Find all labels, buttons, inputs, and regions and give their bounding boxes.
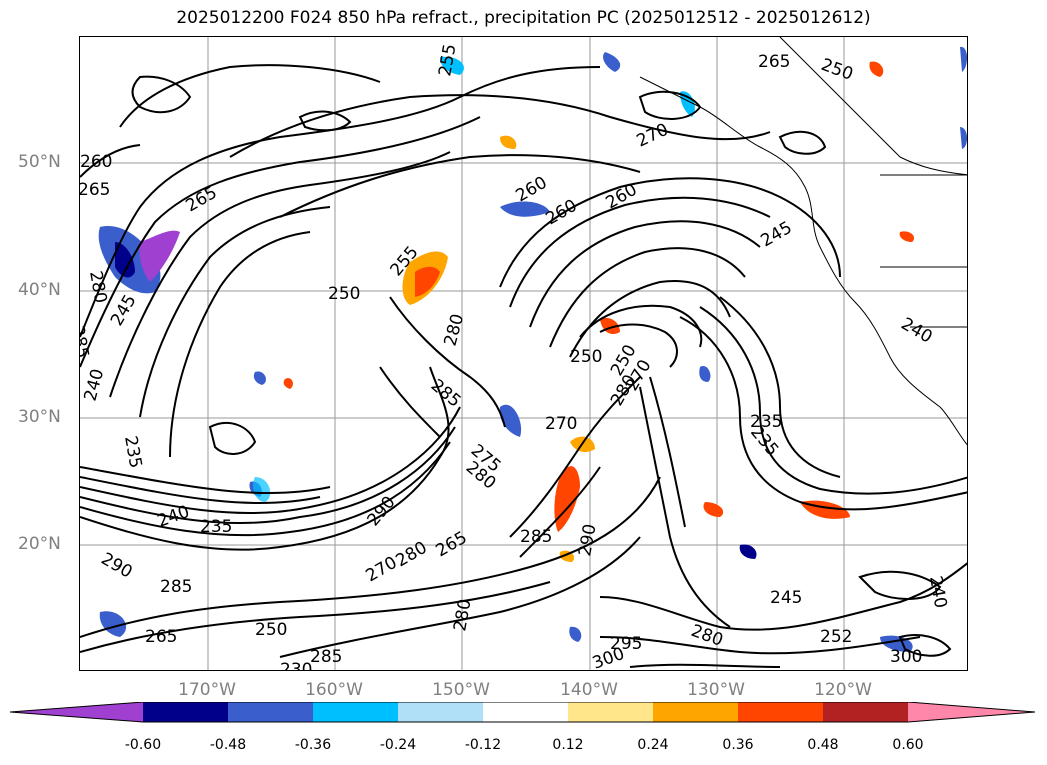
- lat-label-40n: 40°N: [18, 280, 61, 300]
- contour-label: 265: [433, 528, 471, 562]
- contour-label: 265: [183, 183, 221, 217]
- contour-label: 240: [925, 574, 950, 609]
- colorbar-tick: 0.60: [892, 737, 924, 753]
- contour-label: 250: [255, 620, 287, 640]
- contour-label: 240: [898, 314, 936, 348]
- contour-label: 260: [513, 173, 551, 207]
- colorbar-swatch: [143, 702, 228, 722]
- contour-label: 252: [820, 627, 852, 647]
- colorbar-tick: 0.36: [722, 737, 754, 753]
- contour-label: 260: [80, 152, 112, 172]
- map-title: 2025012200 F024 850 hPa refract., precip…: [176, 8, 871, 28]
- contour-label: 235: [200, 517, 232, 537]
- map-canvas: 265 255 250 260 265 270 260 265 260 260 …: [80, 37, 967, 671]
- colorbar-tick: -0.60: [124, 737, 162, 753]
- contour-label: 280: [85, 269, 110, 304]
- contour-label: 240: [155, 502, 192, 532]
- contour-label: 270: [545, 414, 577, 434]
- lat-label-20n: 20°N: [18, 534, 61, 554]
- colorbar-swatch: [398, 702, 483, 722]
- colorbar-extend-low: [10, 702, 143, 722]
- colorbar-outline: [10, 702, 1036, 723]
- lat-label-50n: 50°N: [18, 152, 61, 172]
- contour-label: 300: [890, 647, 922, 667]
- lon-label-160w: 160°W: [305, 680, 363, 700]
- lon-label-150w: 150°W: [432, 680, 490, 700]
- colorbar-tick: -0.36: [294, 737, 332, 753]
- contour-label: 245: [770, 588, 802, 608]
- contour-label: 285: [427, 376, 465, 412]
- contour-label: 260: [603, 180, 641, 214]
- colorbar-swatch: [483, 702, 568, 722]
- colorbar-tick: 0.24: [637, 737, 669, 753]
- coastline: [639, 37, 967, 446]
- colorbar-extend-high: [908, 702, 1035, 722]
- colorbar-tick: 0.48: [807, 737, 839, 753]
- precip-shading: [98, 46, 967, 652]
- colorbar-tick: 0.12: [552, 737, 584, 753]
- contour-label: 250: [570, 347, 602, 367]
- contour-label: 230: [280, 660, 312, 671]
- colorbar-tick: -0.48: [209, 737, 247, 753]
- colorbar: [10, 702, 1036, 723]
- contour-label: 285: [310, 647, 342, 667]
- lon-label-140w: 140°W: [560, 680, 618, 700]
- colorbar-tick: -0.12: [464, 737, 502, 753]
- contour-label: 300: [590, 644, 627, 671]
- contour-label: 265: [80, 180, 110, 200]
- contour-label-group: 265 255 250 260 265 270 260 265 260 260 …: [80, 42, 950, 671]
- map-area: 265 255 250 260 265 270 260 265 260 260 …: [79, 36, 968, 671]
- contour-label: 235: [120, 434, 145, 469]
- contour-label: 285: [80, 324, 92, 359]
- colorbar-swatch: [823, 702, 908, 722]
- contour-label: 265: [145, 627, 177, 647]
- colorbar-swatch: [313, 702, 398, 722]
- graticule: [80, 37, 967, 670]
- colorbar-swatch: [568, 702, 653, 722]
- contour-label: 235: [750, 412, 782, 432]
- lon-label-120w: 120°W: [814, 680, 872, 700]
- contour-label: 285: [160, 577, 192, 597]
- contour-label: 240: [81, 367, 109, 404]
- contour-label: 265: [758, 52, 790, 72]
- contour-label: 245: [758, 218, 796, 252]
- colorbar-swatch: [228, 702, 313, 722]
- contour-label: 280: [441, 312, 469, 349]
- lat-label-30n: 30°N: [18, 407, 61, 427]
- colorbar-tick: -0.24: [379, 737, 417, 753]
- contour-label: 250: [328, 284, 360, 304]
- refractivity-contours: [80, 64, 967, 668]
- contour-label: 285: [520, 527, 552, 547]
- lon-label-170w: 170°W: [178, 680, 236, 700]
- contour-label: 280: [450, 597, 475, 632]
- colorbar-swatch: [653, 702, 738, 722]
- contour-label: 295: [610, 634, 642, 654]
- contour-label: 290: [575, 522, 600, 557]
- contour-label: 290: [98, 549, 136, 583]
- lon-label-130w: 130°W: [687, 680, 745, 700]
- colorbar-swatch: [738, 702, 823, 722]
